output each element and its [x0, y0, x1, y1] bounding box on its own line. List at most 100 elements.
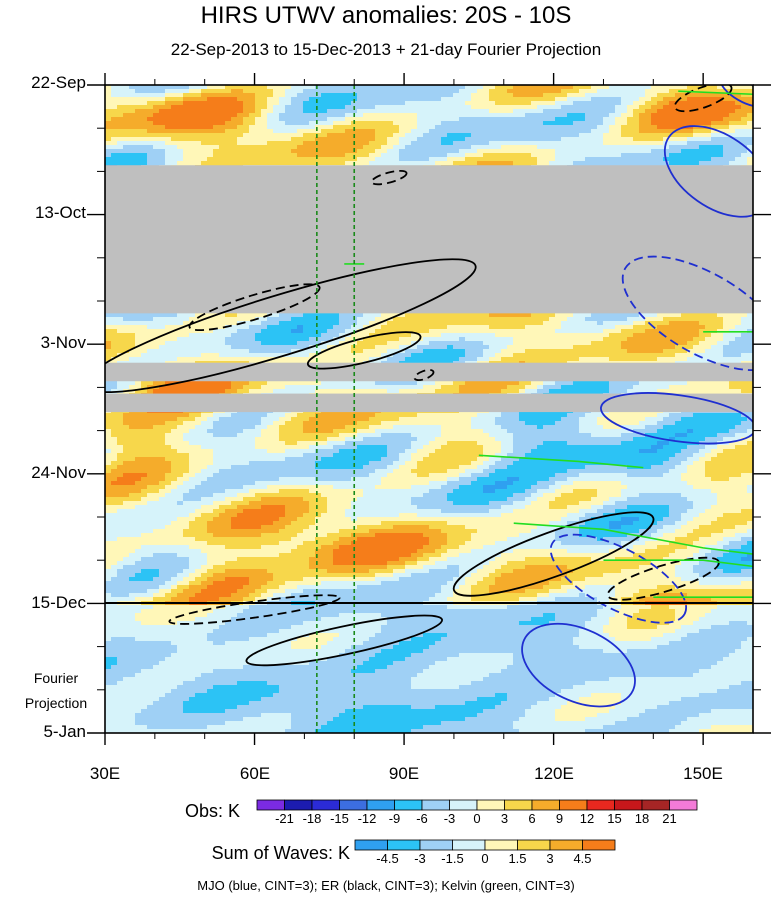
field-cell	[741, 129, 748, 134]
field-cell	[393, 117, 400, 122]
field-cell	[195, 97, 202, 102]
field-cell	[129, 117, 136, 122]
field-cell	[609, 129, 616, 134]
field-cell	[261, 113, 268, 118]
field-cell	[213, 85, 220, 90]
field-cell	[315, 97, 322, 102]
field-cell	[513, 129, 520, 134]
field-cell	[615, 157, 622, 162]
field-cell	[219, 141, 226, 146]
field-cell	[303, 133, 310, 138]
field-cell	[195, 129, 202, 134]
field-cell	[159, 85, 166, 90]
field-cell	[255, 125, 262, 130]
field-cell	[597, 117, 604, 122]
field-cell	[435, 133, 442, 138]
field-cell	[357, 145, 364, 150]
field-cell	[273, 109, 280, 114]
field-cell	[225, 105, 232, 110]
field-cell	[543, 145, 550, 150]
field-cell	[453, 97, 460, 102]
field-cell	[471, 153, 478, 158]
field-cell	[357, 117, 364, 122]
field-cell	[309, 105, 316, 110]
field-cell	[303, 125, 310, 130]
field-cell	[423, 101, 430, 106]
field-cell	[315, 105, 322, 110]
field-cell	[417, 97, 424, 102]
field-cell	[579, 121, 586, 126]
field-cell	[183, 113, 190, 118]
field-cell	[303, 109, 310, 114]
field-cell	[441, 153, 448, 158]
field-cell	[165, 85, 172, 90]
field-cell	[549, 125, 556, 130]
field-cell	[411, 117, 418, 122]
field-cell	[345, 129, 352, 134]
field-cell	[207, 125, 214, 130]
field-cell	[471, 157, 478, 162]
field-cell	[471, 145, 478, 150]
field-cell	[747, 85, 753, 90]
field-cell	[165, 109, 172, 114]
field-cell	[567, 105, 574, 110]
field-cell	[201, 85, 208, 90]
field-cell	[285, 105, 292, 110]
field-cell	[555, 101, 562, 106]
field-cell	[723, 85, 730, 90]
field-cell	[273, 85, 280, 90]
field-cell	[747, 161, 753, 166]
field-cell	[417, 93, 424, 98]
field-cell	[327, 137, 334, 142]
field-cell	[681, 117, 688, 122]
field-cell	[147, 117, 154, 122]
field-cell	[351, 145, 358, 150]
field-cell	[147, 141, 154, 146]
field-cell	[363, 141, 370, 146]
field-cell	[459, 153, 466, 158]
field-cell	[309, 97, 316, 102]
field-cell	[117, 149, 124, 154]
field-cell	[111, 125, 118, 130]
field-cell	[513, 145, 520, 150]
field-cell	[177, 121, 184, 126]
field-cell	[525, 133, 532, 138]
field-cell	[567, 133, 574, 138]
field-cell	[213, 137, 220, 142]
field-cell	[429, 97, 436, 102]
field-cell	[525, 97, 532, 102]
field-cell	[603, 105, 610, 110]
field-cell	[597, 149, 604, 154]
field-cell	[243, 153, 250, 158]
field-cell	[381, 85, 388, 90]
field-cell	[693, 117, 700, 122]
field-cell	[615, 153, 622, 158]
field-cell	[375, 137, 382, 142]
field-cell	[417, 161, 424, 166]
field-cell	[585, 129, 592, 134]
field-cell	[111, 93, 118, 98]
field-cell	[411, 105, 418, 110]
field-cell	[447, 89, 454, 94]
field-cell	[141, 133, 148, 138]
field-cell	[333, 157, 340, 162]
field-cell	[579, 141, 586, 146]
field-cell	[177, 97, 184, 102]
field-cell	[453, 89, 460, 94]
field-cell	[429, 137, 436, 142]
field-cell	[717, 137, 724, 142]
field-cell	[333, 101, 340, 106]
field-cell	[147, 85, 154, 90]
field-cell	[603, 149, 610, 154]
field-cell	[621, 161, 628, 166]
field-cell	[387, 145, 394, 150]
field-cell	[513, 121, 520, 126]
field-cell	[723, 125, 730, 130]
field-cell	[201, 149, 208, 154]
field-cell	[183, 145, 190, 150]
field-cell	[621, 105, 628, 110]
field-cell	[447, 153, 454, 158]
field-cell	[213, 109, 220, 114]
field-cell	[213, 133, 220, 138]
field-cell	[573, 109, 580, 114]
